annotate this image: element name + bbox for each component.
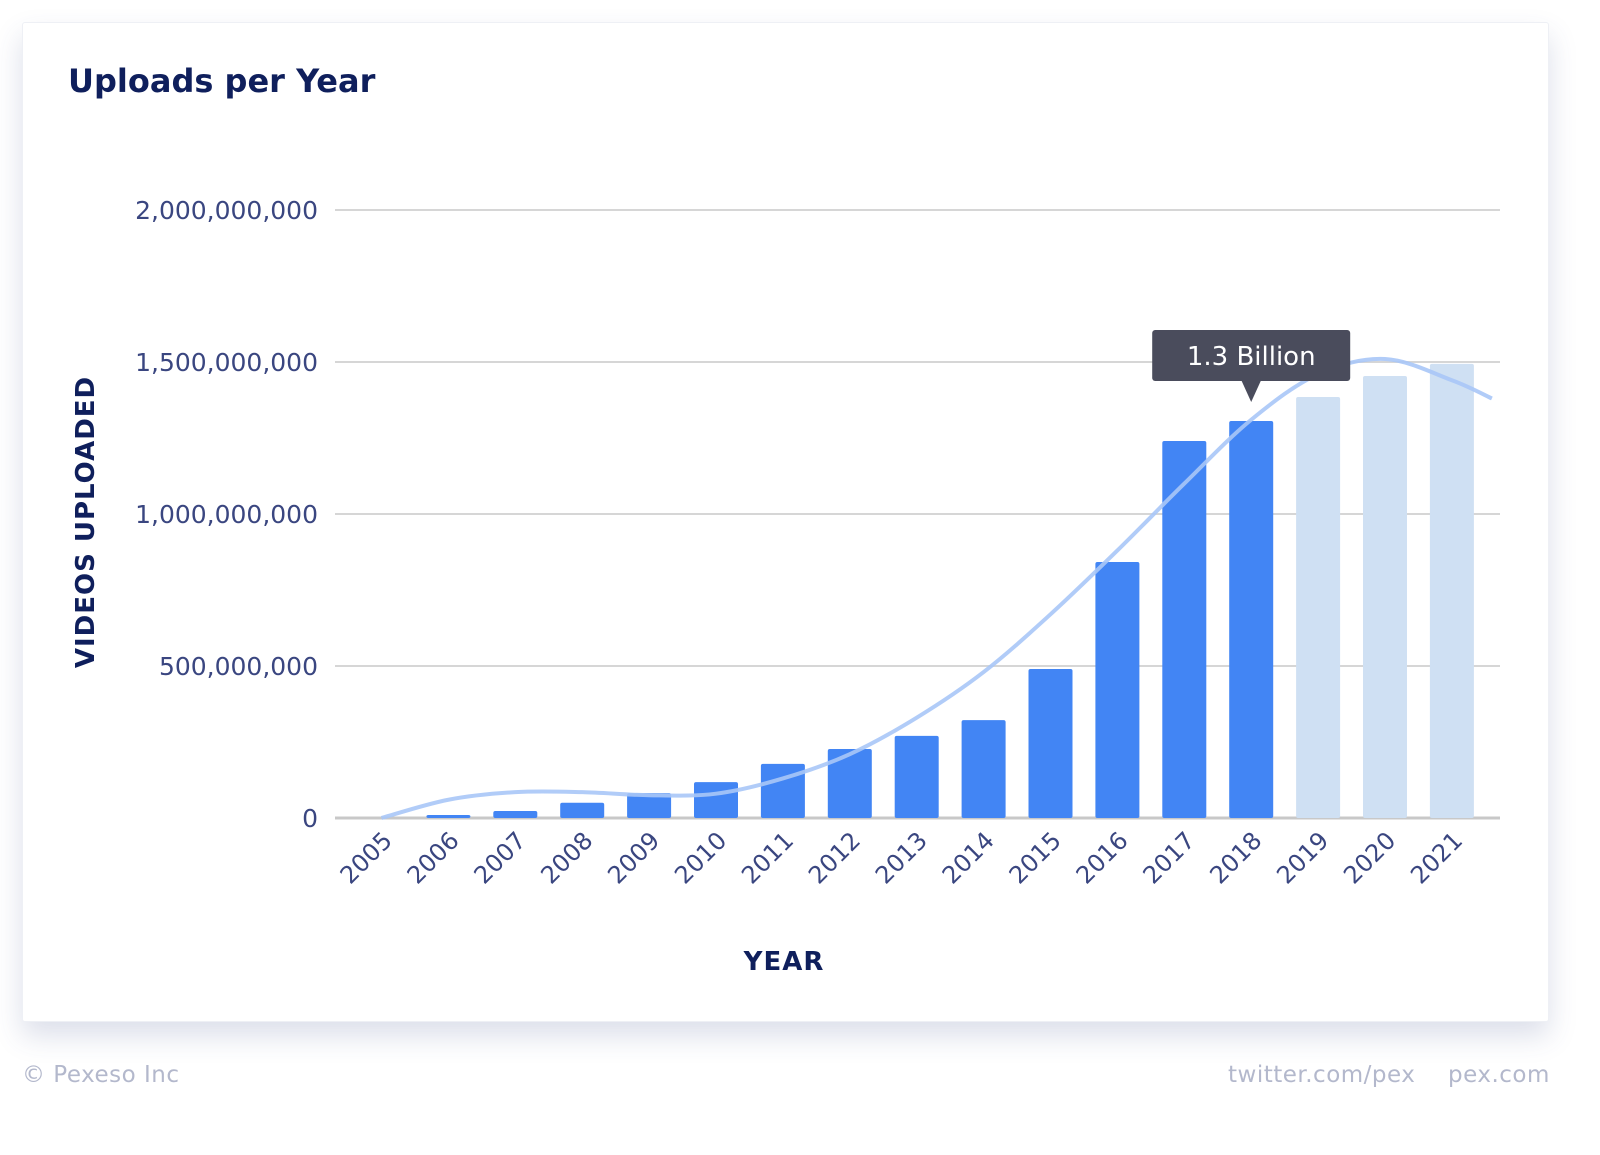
y-tick-label: 1,500,000,000 <box>135 348 318 377</box>
x-tick-label: 2008 <box>535 826 598 889</box>
site-link[interactable]: pex.com <box>1448 1062 1550 1088</box>
chart-title: Uploads per Year <box>68 62 376 100</box>
copyright: © Pexeso Inc <box>22 1062 180 1088</box>
x-tick-label: 2020 <box>1338 826 1401 889</box>
x-tick-label: 2007 <box>469 826 532 889</box>
twitter-link[interactable]: twitter.com/pex <box>1228 1062 1416 1088</box>
bar <box>1162 441 1207 818</box>
bar <box>1095 562 1140 818</box>
bar <box>560 802 605 818</box>
projected-bar <box>1429 363 1474 818</box>
x-tick-label: 2005 <box>335 826 398 889</box>
x-tick-label: 2015 <box>1004 826 1067 889</box>
x-tick-label: 2017 <box>1138 826 1201 889</box>
y-axis-label: VIDEOS UPLOADED <box>71 376 101 668</box>
y-tick-label: 1,000,000,000 <box>135 500 318 529</box>
tooltip-arrow <box>1241 379 1262 402</box>
x-axis-label: YEAR <box>743 947 825 977</box>
chart-card <box>22 22 1549 1022</box>
x-tick-label: 2016 <box>1071 826 1134 889</box>
bar <box>760 763 805 818</box>
bar <box>694 782 738 818</box>
bar <box>493 811 538 818</box>
bar <box>894 735 939 818</box>
y-tick-label: 2,000,000,000 <box>135 196 318 225</box>
x-tick-label: 2012 <box>803 826 866 889</box>
tooltip-box <box>1152 329 1351 381</box>
x-tick-label: 2006 <box>402 826 465 889</box>
x-tick-label: 2018 <box>1204 826 1267 889</box>
y-tick-label: 500,000,000 <box>159 652 318 681</box>
y-tick-label: 0 <box>302 804 318 833</box>
x-tick-label: 2009 <box>602 826 665 889</box>
x-tick-label: 2010 <box>669 826 732 889</box>
x-tick-label: 2013 <box>870 826 933 889</box>
bar <box>1028 669 1073 818</box>
bar <box>627 793 672 818</box>
bar <box>961 720 1006 818</box>
projected-bar <box>1363 375 1407 818</box>
x-tick-label: 2014 <box>937 826 1000 889</box>
tooltip-text: 1.3 Billion <box>1187 342 1316 372</box>
bar <box>1229 420 1274 818</box>
x-tick-label: 2021 <box>1405 826 1468 889</box>
x-tick-label: 2019 <box>1271 826 1334 889</box>
x-tick-label: 2011 <box>736 826 799 889</box>
bar <box>426 814 471 818</box>
bar <box>827 748 872 818</box>
projected-bar <box>1296 396 1341 818</box>
